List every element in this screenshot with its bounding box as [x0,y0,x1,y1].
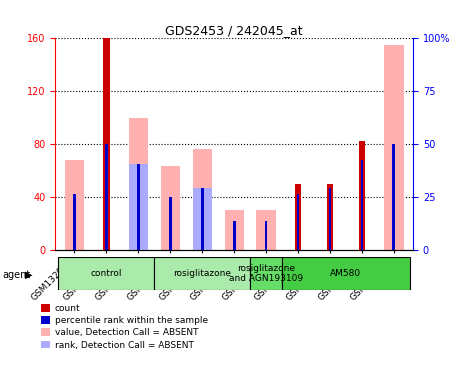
Bar [192,187,212,250]
Bar [65,160,84,250]
Text: rosiglitazone: rosiglitazone [173,269,231,278]
Bar [384,45,403,250]
Bar [105,144,108,250]
Text: agent: agent [2,270,31,280]
Bar [358,141,365,250]
Legend: count, percentile rank within the sample, value, Detection Call = ABSENT, rank, : count, percentile rank within the sample… [41,304,208,349]
Bar [265,220,268,250]
Bar [154,257,250,290]
Bar [58,257,154,290]
Bar [250,257,282,290]
Bar [360,160,364,250]
Bar [192,149,212,250]
Bar [295,184,302,250]
Text: rosiglitazone
and AGN193109: rosiglitazone and AGN193109 [229,264,303,283]
Bar [329,187,331,250]
Bar [129,118,148,250]
Bar [224,210,244,250]
Bar [129,164,148,250]
Bar [73,194,76,250]
Bar [169,197,172,250]
Bar [233,220,235,250]
Bar [392,144,395,250]
Bar [161,166,180,250]
Text: control: control [90,269,122,278]
Bar [201,187,203,250]
Bar [282,257,410,290]
Title: GDS2453 / 242045_at: GDS2453 / 242045_at [165,24,303,37]
Text: AM580: AM580 [330,269,362,278]
Bar [137,164,140,250]
Bar [103,38,110,250]
Text: ▶: ▶ [25,270,33,280]
Bar [257,210,276,250]
Bar [327,184,333,250]
Bar [297,194,299,250]
